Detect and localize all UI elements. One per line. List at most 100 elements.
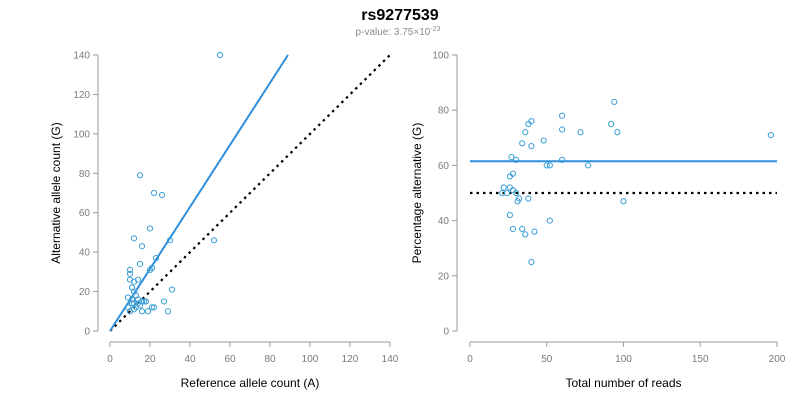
data-point (148, 264, 156, 272)
y-tick-label: 100 (73, 129, 90, 140)
x-axis-label: Total number of reads (565, 376, 681, 390)
data-point (767, 131, 774, 139)
x-tick-label: 200 (769, 354, 786, 365)
data-point (608, 120, 615, 128)
subtitle-exponent: -23 (430, 26, 440, 33)
data-point (512, 156, 520, 163)
x-tick-label: 120 (342, 354, 359, 365)
data-point (210, 237, 218, 244)
y-tick-label: 140 (73, 51, 90, 62)
data-point (525, 195, 532, 202)
data-point (522, 231, 529, 238)
data-point (144, 308, 152, 315)
right-panel: 0 50 100 150 200 0 20 40 60 80 100 Total number of … (410, 51, 786, 391)
data-point (136, 302, 144, 309)
data-point (540, 137, 547, 144)
chart-subtitle: p-value: 3.75×10-23 (356, 26, 441, 38)
data-point (146, 266, 154, 273)
reference-line (109, 54, 391, 332)
data-point (522, 129, 529, 136)
x-tick-label: 40 (184, 354, 196, 365)
data-point (128, 300, 136, 307)
data-point (611, 98, 618, 106)
data-point (152, 254, 160, 262)
data-point (508, 154, 515, 161)
data-point (148, 304, 156, 311)
data-point (509, 225, 517, 232)
y-tick-label: 20 (79, 287, 91, 298)
y-tick-label: 80 (438, 106, 450, 117)
data-point (528, 258, 535, 266)
x-tick-label: 60 (224, 354, 236, 365)
data-point (559, 126, 566, 133)
x-tick-label: 50 (541, 354, 553, 365)
data-point (499, 189, 506, 197)
x-axis-label: Reference allele count (A) (181, 376, 320, 390)
data-point (531, 228, 538, 235)
data-point (138, 243, 146, 250)
y-tick-label: 60 (79, 208, 91, 219)
x-tick-label: 80 (264, 354, 276, 365)
x-tick-label: 0 (107, 354, 113, 365)
y-tick-label: 20 (438, 271, 450, 282)
data-point (543, 162, 550, 169)
data-point (150, 304, 158, 311)
data-point (134, 300, 142, 307)
data-point (168, 286, 176, 293)
data-point (500, 184, 507, 191)
data-point (514, 198, 521, 205)
y-tick-label: 80 (79, 169, 91, 180)
data-point (130, 235, 138, 242)
data-point (166, 237, 174, 244)
y-axis-label: Percentage alternative (G) (410, 123, 424, 264)
data-point (559, 156, 566, 163)
y-tick-label: 40 (438, 216, 450, 227)
y-tick-label: 60 (438, 161, 450, 172)
y-tick-label: 0 (443, 327, 449, 338)
x-tick-label: 100 (615, 354, 632, 365)
data-point (519, 140, 526, 147)
x-tick-label: 100 (302, 354, 319, 365)
y-tick-label: 0 (84, 327, 90, 338)
data-point (614, 129, 621, 136)
data-point (503, 189, 510, 197)
y-tick-label: 40 (79, 248, 91, 259)
x-tick-label: 140 (382, 354, 399, 365)
data-point (146, 225, 154, 232)
data-point (142, 298, 150, 305)
data-point (126, 270, 134, 277)
y-tick-label: 120 (73, 90, 90, 101)
data-point (506, 173, 514, 180)
data-point (158, 191, 166, 199)
data-point (130, 306, 138, 313)
data-point (140, 298, 148, 305)
y-axis-label: Alternative allele count (G) (49, 122, 63, 263)
data-point (546, 162, 553, 169)
data-point (136, 172, 144, 179)
data-point (136, 260, 144, 268)
data-point (528, 118, 535, 125)
data-point (620, 198, 627, 205)
fit-line (109, 54, 289, 332)
subtitle-prefix: p-value: 3.75×10 (356, 27, 431, 38)
data-point (528, 142, 535, 150)
data-point (519, 225, 526, 232)
data-point (134, 276, 142, 283)
data-point (577, 129, 584, 136)
data-point (585, 162, 592, 169)
data-point (150, 189, 158, 197)
x-tick-label: 150 (692, 354, 709, 365)
chart-title: rs9277539 (361, 7, 439, 24)
data-point (559, 112, 566, 119)
x-tick-label: 20 (144, 354, 156, 365)
data-point (546, 217, 553, 224)
data-point (138, 308, 146, 315)
data-point (126, 266, 134, 273)
data-point (164, 308, 172, 315)
left-panel: 0 20 40 60 80 100 120 140 0 20 40 60 80 100 120 140 Refe… (49, 51, 399, 391)
data-point (160, 298, 168, 305)
x-tick-label: 0 (467, 354, 473, 365)
data-point (506, 211, 514, 219)
